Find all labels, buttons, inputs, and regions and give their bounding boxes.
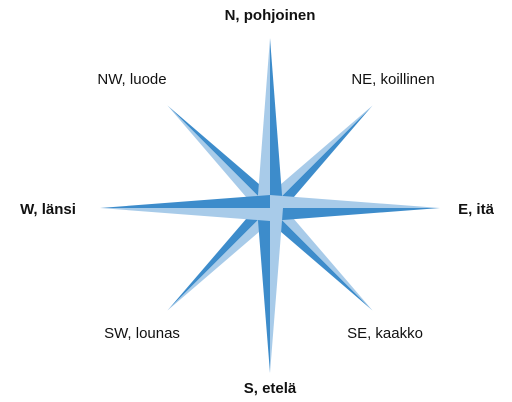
label-northeast: NE, koillinen [351, 71, 434, 88]
point-north-dark [270, 38, 283, 208]
label-west: W, länsi [20, 201, 76, 218]
point-east-dark [270, 208, 440, 221]
label-southwest: SW, lounas [104, 325, 180, 342]
point-south-light [270, 208, 283, 373]
compass-rose: N, pohjoinen NE, koillinen E, itä SE, ka… [0, 0, 512, 402]
point-north-light [257, 38, 270, 208]
label-north: N, pohjoinen [225, 7, 316, 24]
label-southeast: SE, kaakko [347, 325, 423, 342]
label-east: E, itä [458, 201, 495, 218]
point-west-light [100, 208, 270, 221]
point-south-dark [257, 208, 270, 373]
point-east-light [270, 195, 440, 208]
label-northwest: NW, luode [97, 71, 166, 88]
point-west-dark [100, 195, 270, 208]
label-south: S, etelä [244, 380, 297, 397]
compass-points [100, 38, 440, 373]
